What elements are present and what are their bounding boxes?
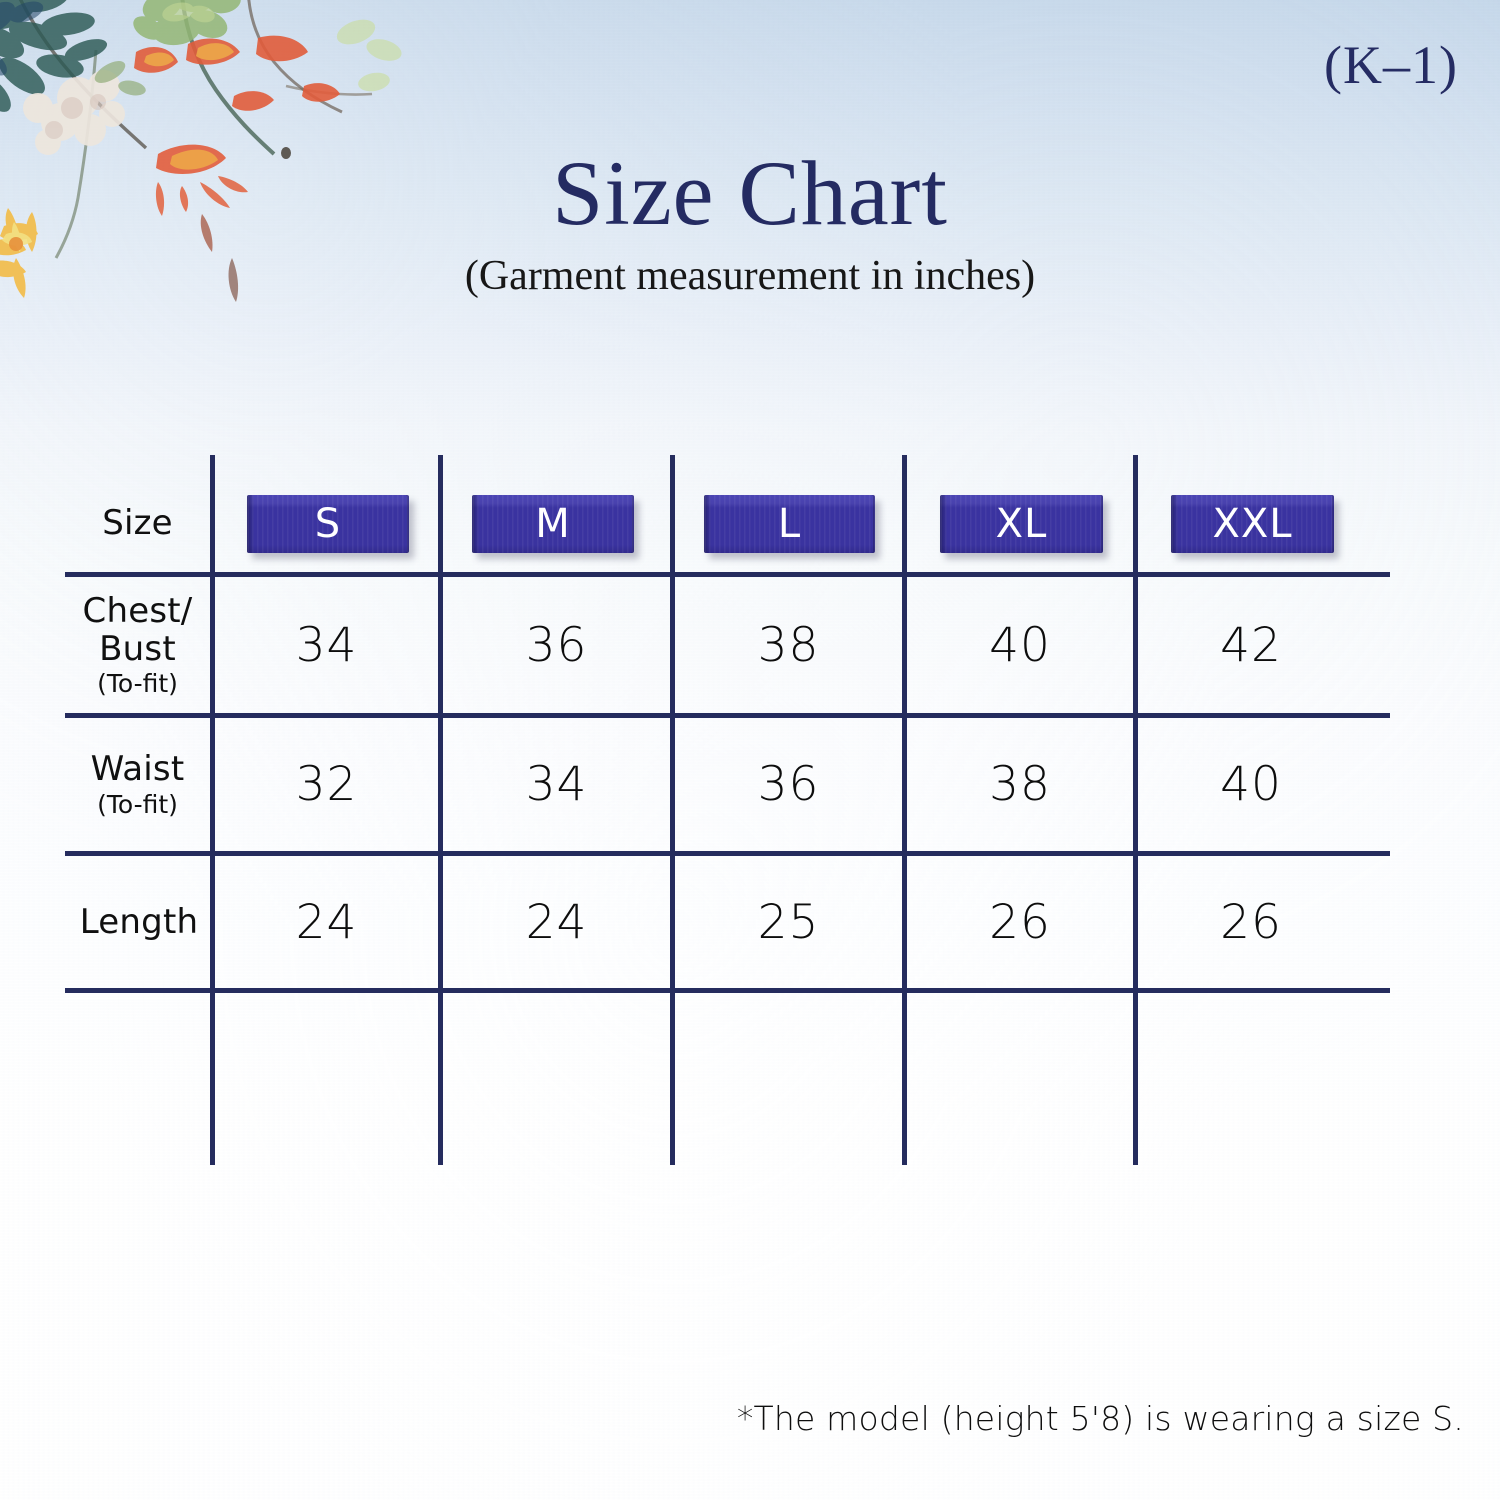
size-badge-xl-label: XL — [995, 501, 1048, 547]
cell-chest-xl: 40 — [989, 617, 1051, 673]
cell-length-s: 24 — [295, 894, 358, 950]
page-title: Size Chart — [552, 142, 948, 244]
size-badge-xxl[interactable]: XXL — [1171, 495, 1334, 553]
row-label-waist-line1: Waist — [90, 749, 185, 790]
cell-chest-xxl: 42 — [1220, 617, 1282, 673]
size-chart-table: Size S M L XL XXL Chest/ Bust (To-fit) 3… — [65, 455, 1390, 1170]
size-badge-l-label: L — [777, 501, 802, 547]
size-badge-xl[interactable]: XL — [940, 495, 1103, 553]
row-label-chest-bust: Chest/ Bust (To-fit) — [65, 577, 210, 713]
size-badge-m-label: M — [535, 501, 571, 547]
size-badge-s[interactable]: S — [247, 495, 409, 553]
row-label-waist-sub: (To-fit) — [97, 789, 178, 819]
cell-length-xl: 26 — [989, 894, 1051, 950]
cell-waist-s: 32 — [295, 757, 358, 812]
model-size-footnote: *The model (height 5'8) is wearing a siz… — [736, 1399, 1464, 1438]
table-vline-4 — [902, 455, 907, 1165]
row-label-chest-bust-sub: (To-fit) — [97, 669, 178, 699]
cell-length-xxl: 26 — [1220, 894, 1282, 950]
size-badge-s-label: S — [314, 501, 342, 547]
table-vline-5 — [1133, 455, 1138, 1165]
table-hline-chest — [65, 713, 1390, 718]
cell-waist-l: 36 — [757, 757, 820, 812]
row-label-length: Length — [79, 901, 199, 942]
cell-length-l: 25 — [757, 894, 820, 950]
cell-chest-m: 36 — [525, 617, 588, 673]
cell-waist-m: 34 — [525, 757, 588, 812]
row-label-chest-bust-line2: Bust — [99, 629, 176, 669]
size-badge-m[interactable]: M — [472, 495, 634, 553]
cell-chest-l: 38 — [757, 617, 820, 673]
table-hline-header — [65, 572, 1390, 577]
cell-waist-xl: 38 — [989, 757, 1051, 812]
row-label-waist: Waist (To-fit) — [65, 718, 210, 851]
row-label-chest-bust-line1: Chest/ — [82, 590, 193, 631]
cell-chest-s: 34 — [295, 617, 358, 673]
page-subtitle: (Garment measurement in inches) — [464, 253, 1036, 299]
table-vline-3 — [670, 455, 675, 1165]
table-hline-waist — [65, 851, 1390, 856]
table-vline-1 — [210, 455, 215, 1165]
header-size-label: Size — [102, 503, 173, 544]
size-badge-l[interactable]: L — [704, 495, 875, 553]
table-hline-length — [65, 988, 1390, 993]
cell-length-m: 24 — [525, 894, 588, 950]
table-vline-2 — [438, 455, 443, 1165]
product-code-label: (K–1) — [1324, 35, 1458, 95]
cell-waist-xxl: 40 — [1220, 757, 1282, 812]
size-badge-xxl-label: XXL — [1212, 501, 1293, 547]
